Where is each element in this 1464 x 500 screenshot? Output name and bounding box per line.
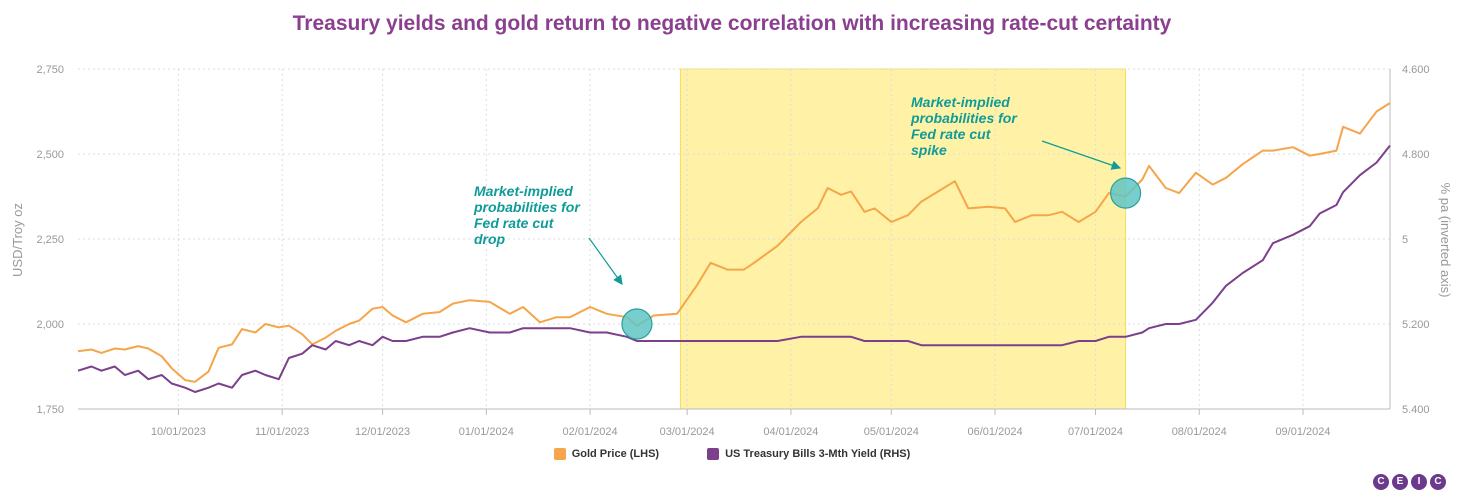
- legend: Gold Price (LHS) US Treasury Bills 3-Mth…: [0, 448, 1464, 460]
- annotation-text-line: probabilities for: [473, 199, 581, 215]
- x-tick-label: 02/01/2024: [563, 426, 618, 438]
- x-tick-label: 12/01/2023: [355, 426, 410, 438]
- annotation-text-line: Market-implied: [474, 183, 573, 199]
- x-tick-label: 03/01/2024: [660, 426, 715, 438]
- y-left-tick-label: 1,750: [36, 404, 64, 416]
- y-right-tick-label: 4.600: [1402, 64, 1430, 76]
- x-tick-label: 08/01/2024: [1172, 426, 1227, 438]
- series-lines: [77, 102, 1391, 393]
- logo-letter: C: [1373, 474, 1389, 490]
- annotation-highlight-circle: [621, 308, 653, 340]
- x-tick-label: 01/01/2024: [459, 426, 514, 438]
- y-left-tick-label: 2,000: [36, 319, 64, 331]
- legend-swatch-gold: [553, 448, 566, 460]
- series-line-treasury: [77, 144, 1391, 393]
- y-right-tick-label: 5.400: [1402, 404, 1430, 416]
- annotation-text-line: drop: [474, 231, 506, 247]
- y-left-tick-label: 2,500: [36, 149, 64, 161]
- annotation-highlight-circle: [1109, 177, 1142, 209]
- x-tick-label: 07/01/2024: [1068, 426, 1123, 438]
- y-left-tick-label: 2,750: [36, 64, 64, 76]
- y-right-tick-label: 5.200: [1402, 319, 1430, 331]
- annotation-text-line: spike: [911, 142, 947, 158]
- annotation-arrow: [1041, 140, 1122, 170]
- ceic-logo: C E I C: [1373, 474, 1446, 490]
- y-right-tick-label: 5: [1402, 234, 1408, 246]
- x-tick-label: 09/01/2024: [1275, 426, 1330, 438]
- annotation-text-line: Fed rate cut: [474, 215, 555, 231]
- x-tick-label: 10/01/2023: [151, 426, 206, 438]
- y-right-tick-label: 4.800: [1402, 149, 1430, 161]
- annotation-arrow: [588, 237, 623, 285]
- logo-letter: C: [1430, 474, 1446, 490]
- legend-item-gold[interactable]: Gold Price (LHS): [553, 448, 660, 460]
- annotation-text-line: probabilities for: [910, 110, 1018, 126]
- legend-label-treasury: US Treasury Bills 3-Mth Yield (RHS): [725, 448, 911, 460]
- legend-swatch-treasury: [707, 448, 720, 460]
- annotation-text-line: Market-implied: [911, 94, 1010, 110]
- x-tick-label: 04/01/2024: [763, 426, 818, 438]
- x-tick-label: 11/01/2023: [255, 426, 309, 438]
- annotation-text-line: Fed rate cut: [911, 126, 992, 142]
- logo-letter: I: [1411, 474, 1427, 490]
- logo-letter: E: [1392, 474, 1408, 490]
- y-axis-left-title: USD/Troy oz: [10, 203, 25, 277]
- legend-label-gold: Gold Price (LHS): [571, 448, 660, 460]
- y-axis-right-title: % pa (inverted axis): [1438, 183, 1453, 298]
- series-line-gold: [77, 102, 1391, 383]
- y-left-tick-label: 2,250: [36, 234, 64, 246]
- chart-title: Treasury yields and gold return to negat…: [292, 12, 1172, 35]
- x-tick-label: 05/01/2024: [864, 426, 919, 438]
- axes: 1,750 2,000 2,250 2,500 2,750 5.400 5.200 5 4.80…: [36, 64, 1429, 438]
- legend-item-treasury[interactable]: US Treasury Bills 3-Mth Yield (RHS): [707, 448, 910, 460]
- x-tick-label: 06/01/2024: [968, 426, 1023, 438]
